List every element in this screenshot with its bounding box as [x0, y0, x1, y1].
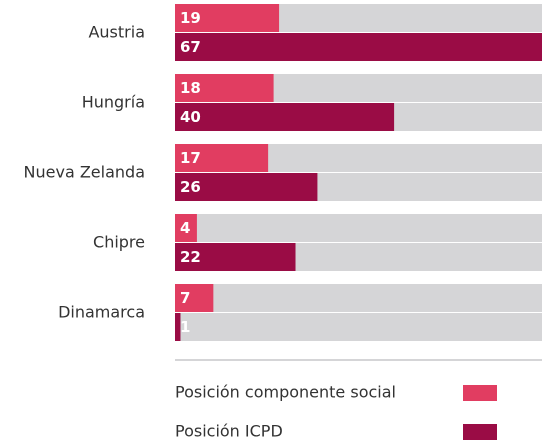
value-label: 26 [180, 178, 201, 196]
track [175, 313, 542, 341]
value-label: 67 [180, 38, 201, 56]
value-label: 7 [180, 289, 190, 307]
bar [175, 103, 395, 131]
legend-label: Posición ICPD [175, 422, 283, 441]
legend-swatch [463, 385, 497, 401]
bar [175, 313, 181, 341]
bar [175, 214, 197, 242]
value-label: 4 [180, 219, 190, 237]
bar [175, 284, 214, 312]
bar [175, 144, 269, 172]
bar [175, 33, 542, 61]
category-label: Austria [88, 23, 145, 42]
value-label: 1 [180, 318, 190, 336]
legend-swatch [463, 424, 497, 440]
track [175, 284, 542, 312]
category-label: Nueva Zelanda [24, 163, 145, 182]
category-label: Chipre [93, 233, 145, 252]
category-label: Dinamarca [58, 303, 145, 322]
bar [175, 243, 296, 271]
value-label: 40 [180, 108, 201, 126]
value-label: 17 [180, 149, 201, 167]
value-label: 22 [180, 248, 201, 266]
value-label: 19 [180, 9, 201, 27]
legend-label: Posición componente social [175, 383, 396, 402]
track [175, 214, 542, 242]
value-label: 18 [180, 79, 201, 97]
bar [175, 173, 318, 201]
bar [175, 74, 274, 102]
bar [175, 4, 280, 32]
category-label: Hungría [82, 93, 145, 112]
